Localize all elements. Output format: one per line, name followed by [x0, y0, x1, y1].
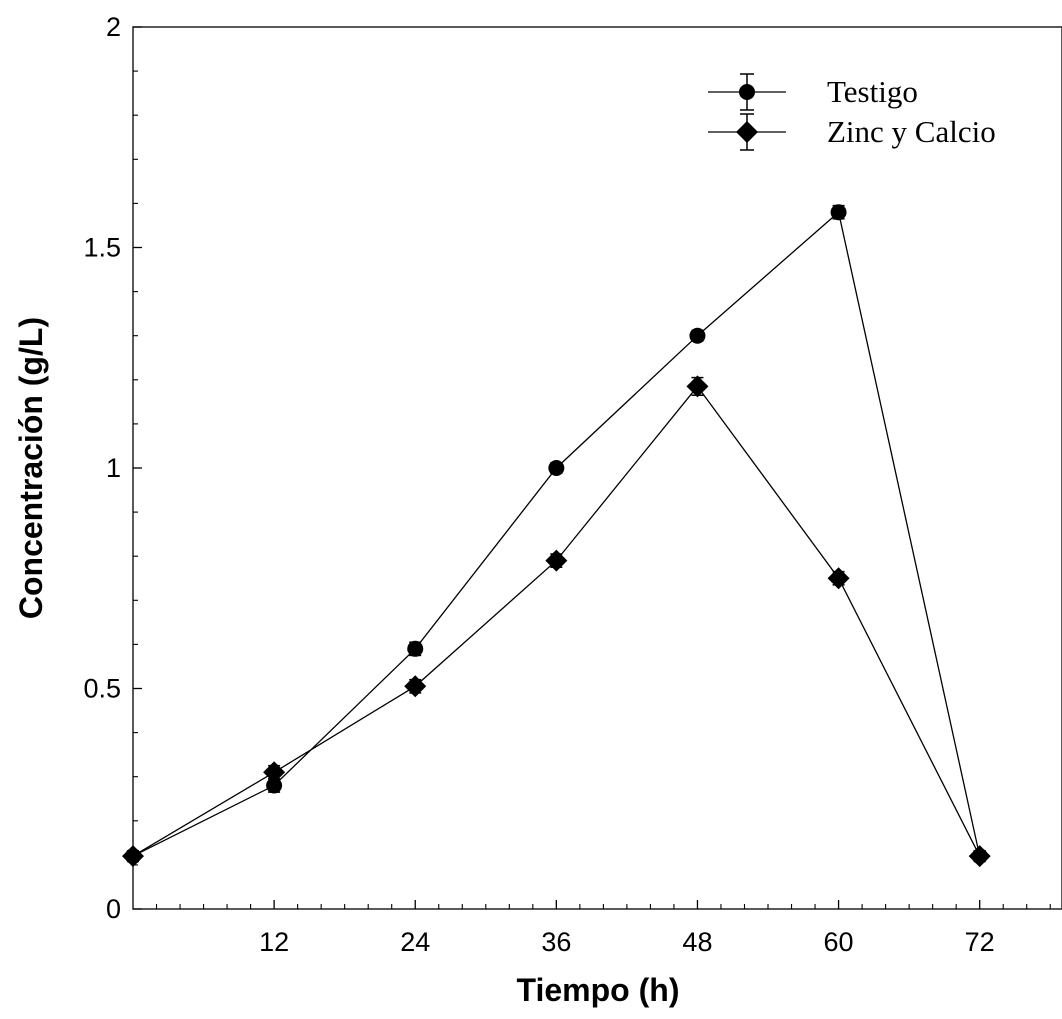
data-point — [548, 460, 565, 476]
data-point — [266, 777, 283, 794]
data-point — [830, 204, 847, 221]
data-point — [689, 327, 706, 344]
y-axis-title: Concentración (g/L) — [13, 317, 49, 619]
x-tick-label: 24 — [400, 927, 430, 957]
x-tick-label: 72 — [965, 927, 995, 957]
data-point — [122, 845, 144, 868]
x-tick-label: 36 — [541, 927, 571, 957]
data-point — [545, 549, 568, 572]
axes: 0 0.5 1 1.5 2 12 24 36 48 60 72 — [83, 12, 1062, 957]
data-point — [827, 567, 850, 590]
x-axis-title: Tiempo (h) — [517, 972, 680, 1008]
legend-marker — [736, 121, 758, 143]
y-tick-label: 0 — [106, 894, 121, 924]
x-tick-label: 12 — [259, 927, 289, 957]
data-point — [407, 640, 424, 657]
data-point — [686, 375, 709, 398]
legend-label: Testigo — [827, 74, 918, 109]
series-line — [132, 385, 981, 857]
series-line — [132, 211, 981, 857]
series-layer — [122, 204, 991, 868]
data-point — [263, 761, 286, 784]
legend-entry: Testigo — [708, 73, 918, 111]
series-testigo — [125, 204, 988, 865]
legend-label: Zinc y Calcio — [827, 114, 996, 149]
x-tick-label: 48 — [682, 927, 712, 957]
x-tick-label: 60 — [824, 927, 854, 957]
y-tick-label: 0.5 — [83, 674, 121, 704]
legend-entry: Zinc y Calcio — [708, 113, 996, 151]
data-point — [404, 675, 427, 698]
y-tick-label: 1.5 — [83, 233, 121, 263]
legend-marker — [739, 84, 755, 100]
legend: Testigo Zinc y Calcio — [708, 73, 996, 151]
y-tick-label: 2 — [106, 12, 121, 42]
series-zinc-y-calcio — [122, 375, 991, 868]
y-tick-label: 1 — [106, 453, 121, 483]
data-point — [968, 845, 991, 868]
